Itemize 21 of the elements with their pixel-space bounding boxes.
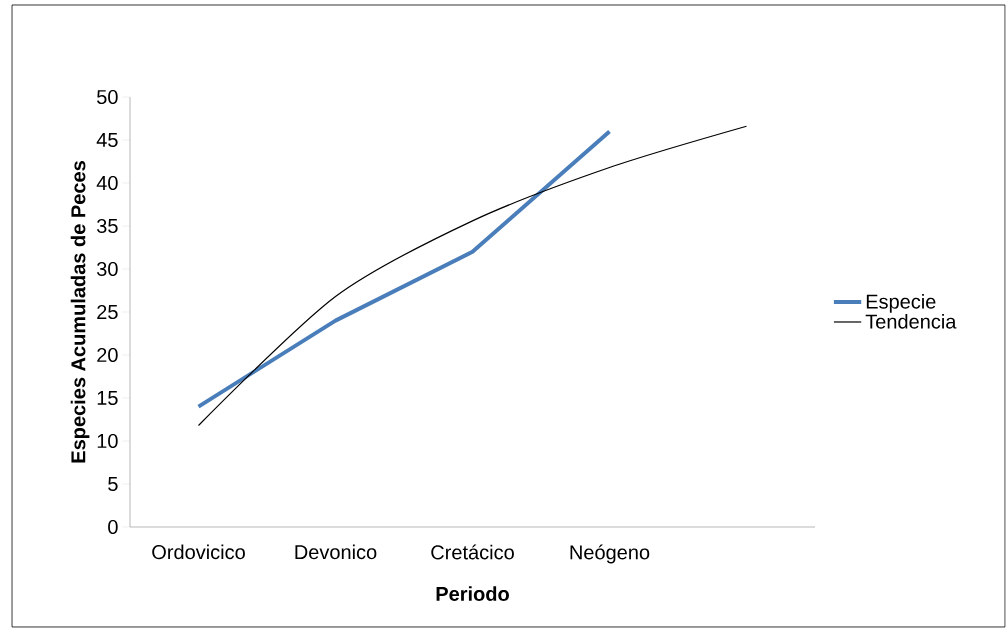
legend-label: Especie	[866, 294, 936, 313]
line-series	[196, 129, 612, 409]
y-tick-label: 15	[97, 391, 118, 405]
y-tick-label: 40	[96, 175, 118, 191]
y-tick-label: 10	[97, 433, 118, 449]
y-tick-label: 25	[97, 304, 118, 320]
y-tick-label: 0	[108, 519, 118, 535]
y-tick-label: 5	[108, 477, 118, 491]
y-tick-label: 35	[97, 218, 118, 234]
y-tick-label: 20	[97, 347, 118, 363]
x-tick-label: Cretácico	[431, 544, 514, 560]
y-axis-title: Especies Acumuladas de Peces	[70, 161, 90, 463]
legend-label: Tendencia	[865, 313, 957, 329]
y-tick-label: 45	[96, 133, 118, 147]
x-tick-label: Neógeno	[570, 544, 650, 564]
x-tick-label: Ordovicico	[152, 544, 245, 560]
y-tick-label: 30	[97, 261, 118, 277]
line-series	[197, 125, 748, 427]
x-axis-title: Periodo	[436, 586, 509, 601]
y-tick-label: 50	[97, 89, 118, 105]
x-tick-label: Devonico	[295, 544, 377, 560]
